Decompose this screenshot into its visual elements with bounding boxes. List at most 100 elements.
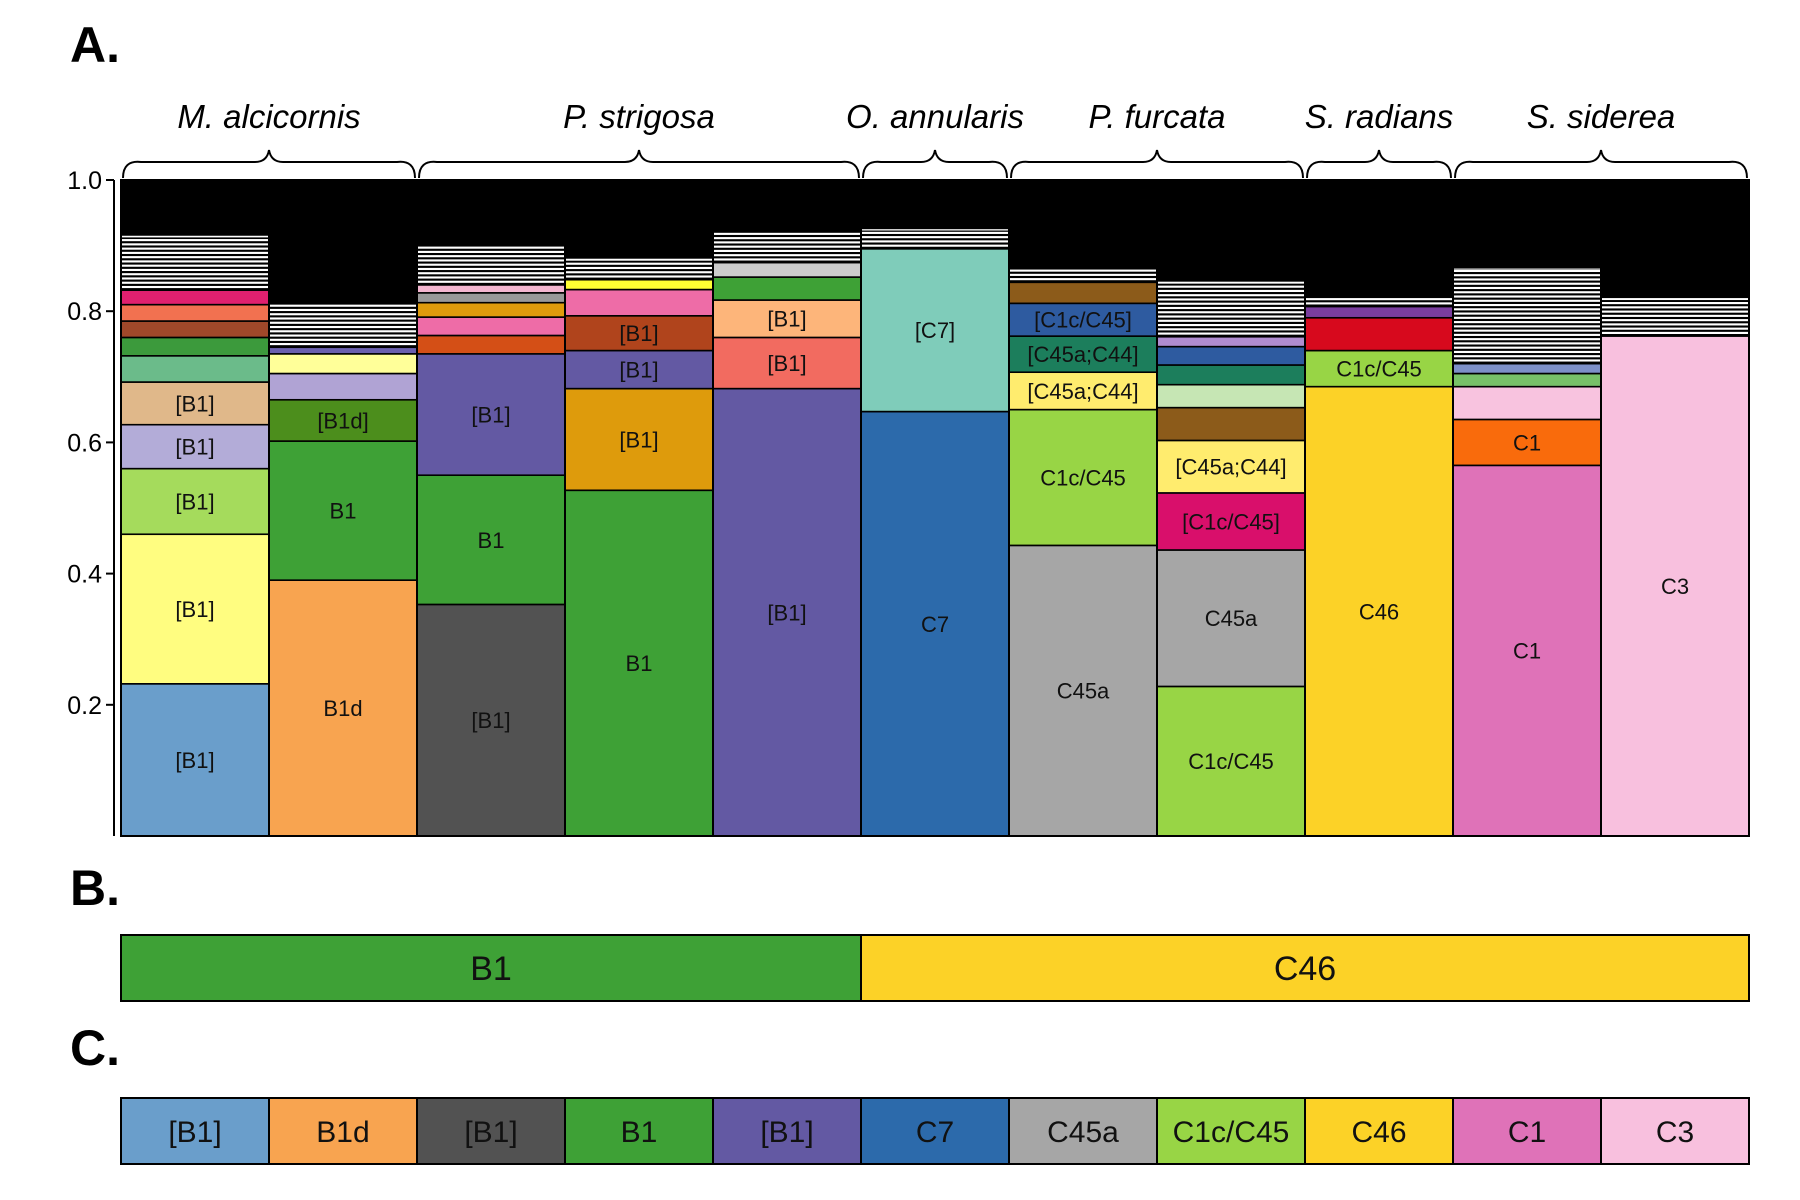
dominant-type-label: [B1] — [760, 1116, 813, 1149]
minor-type-stripe — [121, 247, 269, 250]
segment-label: [B1] — [471, 708, 510, 733]
species-label: O. annularis — [846, 98, 1024, 135]
minor-type-stripe — [713, 258, 861, 261]
minor-type-stripe — [1601, 310, 1749, 313]
minor-type-stripe — [1157, 332, 1305, 335]
sample-bar: C45a C1c/C45 [C45a;C44] [C45a;C44] [C1c/C45] — [1008, 179, 1158, 837]
bar-segment — [564, 288, 714, 317]
dominant-type-label: C45a — [1047, 1116, 1119, 1149]
minor-type-stripe — [1157, 328, 1305, 331]
segment-label: [B1] — [619, 321, 658, 346]
minor-type-stripe — [1009, 273, 1157, 276]
minor-type-stripe — [1009, 269, 1157, 272]
segment-label: C1 — [1513, 639, 1541, 664]
minor-type-stripe — [1601, 327, 1749, 330]
dominant-type-cell — [1008, 1097, 1158, 1165]
minor-type-stripe — [269, 321, 417, 324]
minor-type-stripe — [861, 231, 1009, 234]
segment-label: C1c/C45 — [1040, 465, 1126, 490]
bar-segment — [120, 423, 270, 470]
segment-label: C3 — [1661, 574, 1689, 599]
clade-label: C46 — [1274, 950, 1336, 988]
bar-segment — [1156, 383, 1306, 409]
segment-label: [C1c/C45] — [1182, 509, 1280, 534]
dominant-type-label: [B1] — [168, 1116, 221, 1149]
bar-segment — [564, 314, 714, 352]
bar-segment — [1156, 345, 1306, 366]
minor-type-stripe — [1453, 338, 1601, 341]
stacked-bar-chart: [B1][B1][B1][B1][B1]B1dB1[B1d][B1]B1[B1]… — [120, 179, 1750, 837]
minor-type-stripe — [269, 330, 417, 333]
segment-label: [B1] — [619, 358, 658, 383]
minor-type-stripe — [1157, 302, 1305, 305]
dominant-type-label: C1c/C45 — [1173, 1116, 1290, 1149]
species-brace — [1454, 149, 1748, 179]
segment-label: [B1d] — [317, 408, 368, 433]
minor-type-stripe — [1601, 331, 1749, 334]
minor-type-stripe — [565, 266, 713, 270]
minor-type-stripe — [121, 239, 269, 242]
bar-segment — [1156, 406, 1306, 442]
minor-type-stripe — [121, 256, 269, 259]
minor-type-stripe — [121, 285, 269, 289]
minor-type-stripe — [417, 263, 565, 266]
dominant-type-cell — [268, 1097, 418, 1165]
minor-type-stripe — [713, 237, 861, 240]
bar-segment — [860, 248, 1010, 413]
minor-type-stripe — [1157, 289, 1305, 293]
minor-type-stripe — [1453, 329, 1601, 332]
minor-type-stripe — [1453, 359, 1601, 362]
minor-type-stripe — [1453, 325, 1601, 328]
segment-label: C46 — [1359, 599, 1399, 624]
minor-type-stripe — [1453, 333, 1601, 336]
minor-type-stripe — [1009, 278, 1157, 281]
minor-type-stripe — [1453, 278, 1601, 281]
minor-type-stripe — [121, 264, 269, 267]
bar-segment — [1156, 549, 1306, 688]
minor-type-stripe — [1157, 294, 1305, 297]
bar-segment — [120, 533, 270, 685]
y-tick-label: 1.0 — [67, 167, 102, 195]
segment-label: [B1] — [175, 391, 214, 416]
sample-bar: C7 [C7] — [860, 179, 1010, 837]
minor-type-stripe — [1601, 306, 1749, 309]
dominant-type-label: C46 — [1351, 1116, 1406, 1149]
bar-segment — [416, 316, 566, 337]
minor-type-stripe — [121, 268, 269, 272]
species-label: P. furcata — [1089, 98, 1226, 135]
bar-segment — [1008, 544, 1158, 837]
sample-bar: C1c/C45 C45a [C1c/C45] [C45a;C44] — [1156, 179, 1306, 837]
minor-type-stripe — [121, 281, 269, 284]
segment-label: B1 — [478, 528, 505, 553]
dominant-type-label: C1 — [1508, 1116, 1546, 1149]
minor-type-stripe — [1157, 323, 1305, 327]
panel-a-letter: A. — [70, 17, 120, 73]
minor-type-stripe — [417, 246, 565, 249]
minor-type-stripe — [269, 325, 417, 329]
species-braces — [122, 149, 1748, 179]
segment-label: [B1] — [175, 597, 214, 622]
bar-segment — [416, 301, 566, 318]
minor-type-stripe — [861, 240, 1009, 243]
minor-type-stripe — [121, 260, 269, 263]
segment-label: [B1] — [767, 600, 806, 625]
y-tick-label: 0.2 — [67, 692, 102, 720]
sample-bar: [B1] [B1] [B1] — [712, 179, 862, 837]
bar-segment — [712, 336, 862, 390]
minor-type-stripe — [713, 245, 861, 248]
species-label: S. siderea — [1527, 98, 1676, 135]
segment-label: C7 — [921, 612, 949, 637]
segment-label: [B1] — [767, 351, 806, 376]
minor-type-stripe — [1453, 295, 1601, 298]
minor-type-stripe — [121, 277, 269, 280]
dominant-type-cell — [564, 1097, 714, 1165]
segment-label: [C45a;C44] — [1175, 455, 1286, 480]
y-tick-label: 0.8 — [67, 298, 102, 326]
minor-type-stripe — [269, 334, 417, 337]
sample-bar: [B1] B1 [B1] — [416, 179, 566, 837]
dominant-type-cell — [860, 1097, 1010, 1165]
clade-segment — [120, 934, 862, 1002]
dominant-type-label: C7 — [916, 1116, 954, 1149]
bar-segment — [712, 261, 862, 278]
